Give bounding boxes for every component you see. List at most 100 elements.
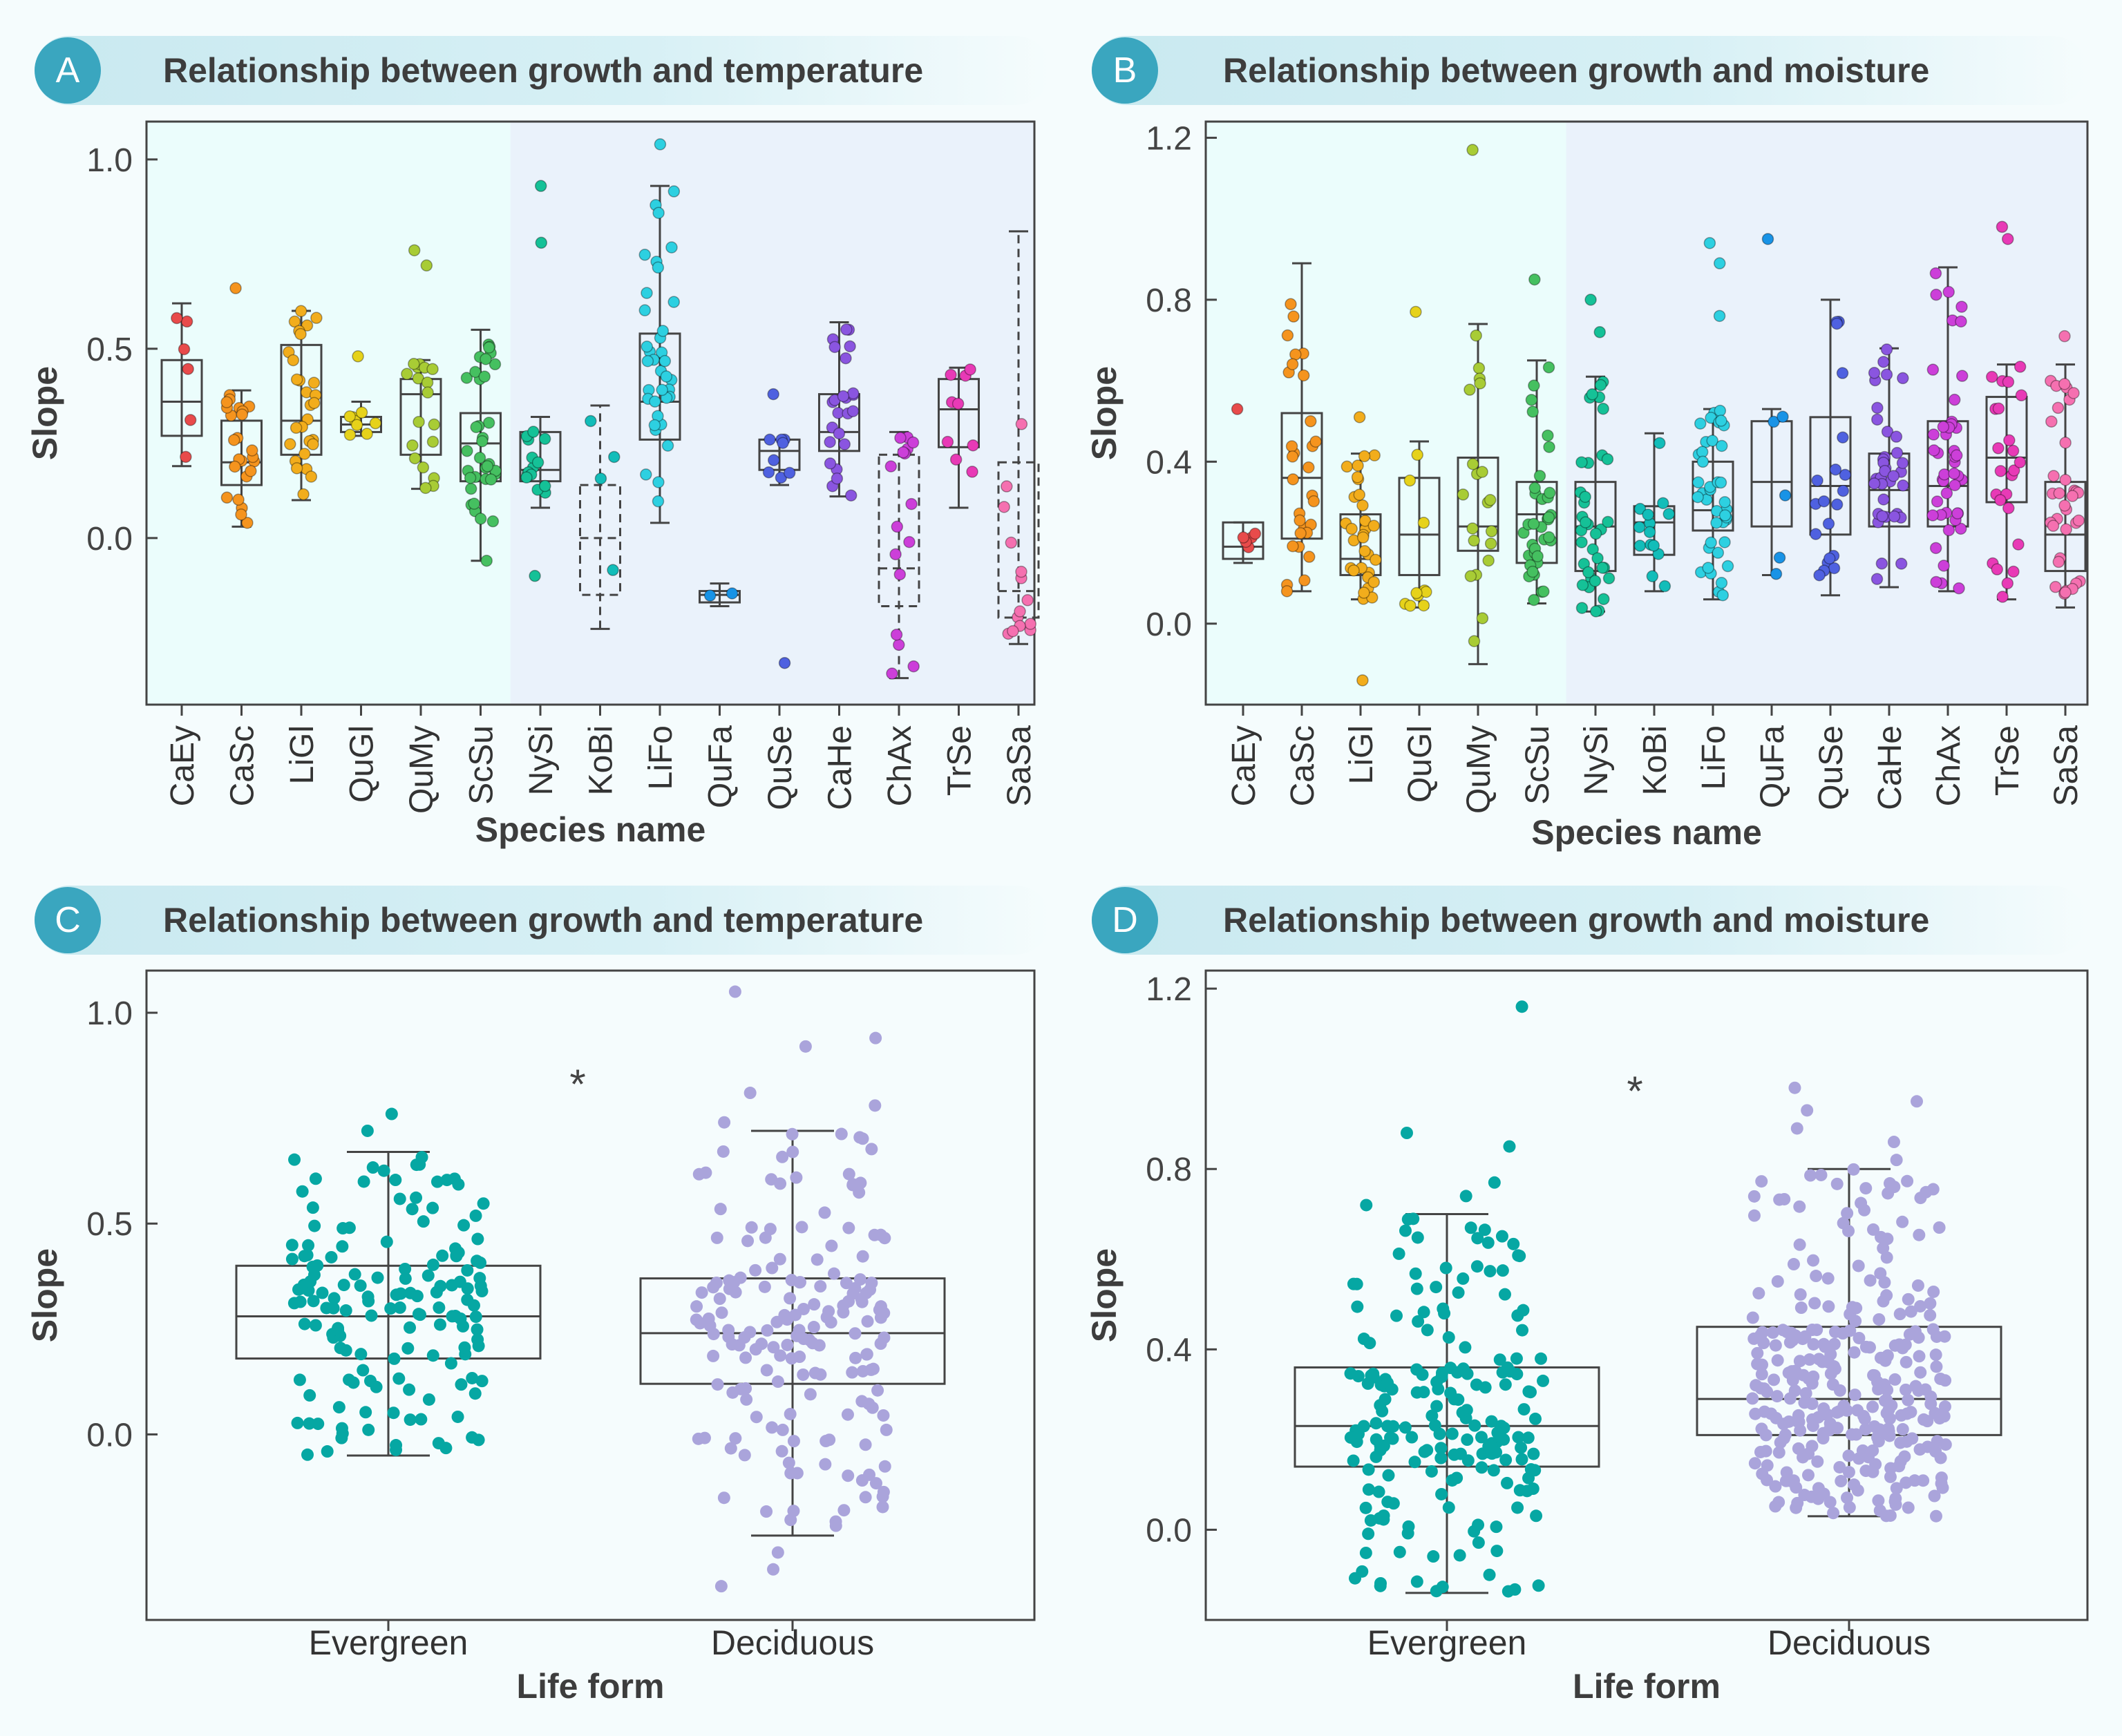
data-point xyxy=(1515,1441,1528,1454)
data-point xyxy=(1421,1444,1434,1457)
data-point xyxy=(343,428,357,441)
data-point xyxy=(652,261,665,274)
data-point xyxy=(1542,531,1555,544)
data-point xyxy=(2014,361,2027,373)
data-point xyxy=(1425,1465,1438,1478)
data-point xyxy=(641,354,654,368)
data-point xyxy=(2045,415,2058,428)
data-point xyxy=(1706,435,1718,447)
data-point xyxy=(474,513,487,525)
category-trse: TrSe xyxy=(1985,361,2028,796)
data-point xyxy=(1512,1431,1525,1444)
data-point xyxy=(1908,1474,1922,1487)
data-point xyxy=(897,446,909,459)
data-point xyxy=(1712,546,1725,559)
data-point xyxy=(1751,1346,1764,1360)
data-point xyxy=(782,1456,795,1469)
data-point xyxy=(824,436,836,448)
data-point xyxy=(859,1491,872,1504)
data-point xyxy=(1747,1190,1761,1203)
data-point xyxy=(2052,401,2065,414)
data-point xyxy=(1754,1382,1768,1395)
data-point xyxy=(1859,1340,1873,1353)
outlier-point xyxy=(1488,1176,1501,1189)
data-point xyxy=(710,1276,723,1289)
data-point xyxy=(1777,410,1789,423)
data-point xyxy=(1485,525,1498,537)
data-point xyxy=(1528,481,1541,495)
data-point xyxy=(868,1228,881,1241)
data-point xyxy=(1848,1478,1861,1491)
data-point xyxy=(1442,1501,1455,1514)
data-point xyxy=(1356,1565,1369,1578)
data-point xyxy=(770,1315,784,1328)
data-point xyxy=(820,1435,833,1448)
data-point xyxy=(1421,1324,1434,1337)
x-tick-label: SaSa xyxy=(2048,725,2085,807)
data-point xyxy=(1715,577,1728,589)
outlier-point xyxy=(1788,1081,1801,1094)
data-point xyxy=(649,395,661,408)
data-point xyxy=(859,1438,872,1451)
data-point xyxy=(1937,421,1950,433)
data-point xyxy=(1837,431,1849,443)
data-point xyxy=(1914,1192,1927,1205)
data-point xyxy=(1356,499,1369,512)
data-point xyxy=(1452,1286,1465,1299)
data-point xyxy=(1831,1422,1844,1435)
data-point xyxy=(1347,1454,1360,1467)
data-point xyxy=(967,439,979,452)
data-point xyxy=(846,387,860,400)
data-point xyxy=(473,451,486,464)
outlier-point xyxy=(1466,144,1479,156)
x-tick-label: CaHe xyxy=(822,725,859,810)
outlier-point xyxy=(1593,326,1606,338)
data-point xyxy=(945,368,957,381)
data-point xyxy=(1877,1295,1890,1308)
category-qumy: QuMy xyxy=(399,358,442,814)
data-point xyxy=(1522,1385,1535,1398)
data-point xyxy=(813,1339,826,1352)
data-point xyxy=(1883,1412,1896,1425)
category-cahe: CaHe xyxy=(1868,343,1911,810)
data-point xyxy=(811,1253,824,1266)
category-quse: QuSe xyxy=(758,433,801,810)
data-point xyxy=(2072,514,2085,527)
data-point xyxy=(795,1221,808,1234)
outlier-point xyxy=(1801,1104,1814,1117)
data-point xyxy=(1527,1447,1540,1460)
data-point xyxy=(838,438,851,450)
data-point xyxy=(182,363,194,375)
data-point xyxy=(415,1413,428,1426)
data-point xyxy=(1368,449,1381,461)
evergreen-background xyxy=(1206,122,1566,705)
data-point xyxy=(413,415,425,428)
data-point xyxy=(1692,490,1704,504)
data-point xyxy=(1955,315,1967,328)
x-tick-label: QuFa xyxy=(1754,725,1791,808)
data-point xyxy=(861,1315,874,1328)
data-point xyxy=(1830,498,1844,511)
data-point xyxy=(294,305,307,318)
data-point xyxy=(426,435,439,448)
data-point xyxy=(1881,1232,1894,1246)
data-point xyxy=(285,1252,299,1266)
data-point xyxy=(1893,1460,1906,1473)
data-point xyxy=(1786,1373,1799,1386)
data-point xyxy=(1522,1431,1535,1444)
data-point xyxy=(865,1143,878,1156)
data-point xyxy=(1811,474,1823,487)
data-point xyxy=(1525,394,1538,406)
data-point xyxy=(1589,575,1602,587)
data-point xyxy=(941,435,954,448)
x-tick-label: Evergreen xyxy=(309,1623,468,1662)
data-point xyxy=(1949,479,1961,492)
data-point xyxy=(293,1373,306,1386)
data-point xyxy=(1948,393,1961,406)
data-point xyxy=(1528,379,1540,392)
data-point xyxy=(1808,1297,1821,1310)
evergreen-background xyxy=(146,122,511,705)
box xyxy=(579,484,621,596)
data-point xyxy=(2007,464,2020,477)
deciduous-background xyxy=(1566,122,2087,705)
